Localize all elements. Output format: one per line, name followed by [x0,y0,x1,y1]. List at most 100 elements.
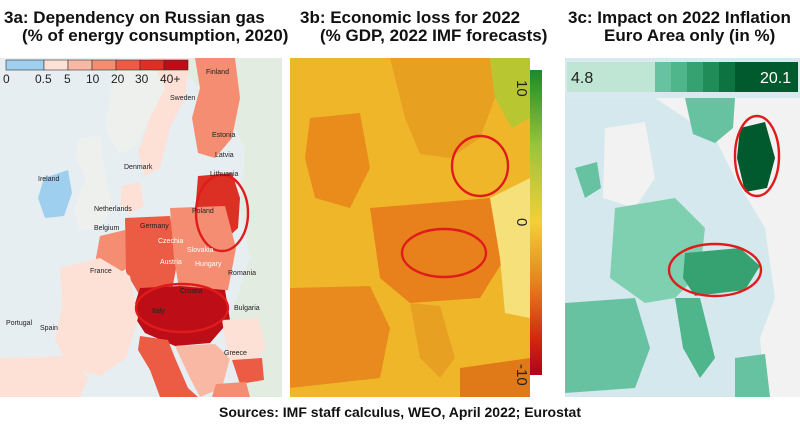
map-gas-dependency: 0 0.5 5 10 20 30 40+ Finland Sweden Esto… [0,58,282,397]
label-germany: Germany [140,223,169,230]
c-central [683,248,760,296]
label-croatia: Croatia [180,288,203,295]
b-turkey [460,358,530,397]
legend-c-swatch-4 [719,62,735,92]
panel-a-subtitle: (% of energy consumption, 2020) [22,26,289,45]
label-france: France [90,268,112,275]
non-eu-land-east [170,58,282,397]
highlight-central-c [667,242,763,298]
label-greece: Greece [224,350,247,357]
legend-c-swatch-3 [703,62,719,92]
legend-a-swatch-6 [163,59,189,71]
label-slovakia: Slovakia [187,247,214,254]
highlight-baltics-a [194,173,250,253]
label-denmark: Denmark [124,164,153,171]
c-iberia [565,298,650,393]
highlight-baltics-b [450,134,510,198]
colorbar-b [530,70,542,375]
legend-a-swatch-5 [139,59,165,71]
italy [138,336,198,397]
ireland [38,170,72,218]
colorbar-tick-mid: 0 [513,218,530,227]
label-spain: Spain [40,325,58,332]
map-c-svg [565,62,800,397]
b-scandinavia [390,58,495,158]
legend-a-tick-0: 0 [3,72,10,86]
c-west-core [610,198,705,303]
legend-c-swatch-1 [671,62,687,92]
label-estonia: Estonia [212,132,236,139]
legend-a-tick-5: 30 [135,72,149,86]
label-latvia: Latvia [215,152,234,159]
c-greece [735,354,770,397]
legend-c-max: 20.1 [760,70,792,87]
uk [74,136,112,230]
central-europe [132,286,230,346]
legend-c-swatch-2 [687,62,703,92]
colorbar-tick-top: 10 [513,80,530,97]
label-bulgaria: Bulgaria [234,305,260,312]
map-economic-loss: 10 0 -10 [290,58,550,397]
romania [222,318,266,364]
panel-b-subtitle: (% GDP, 2022 IMF forecasts) [320,26,548,45]
finland [192,58,240,158]
france [55,258,138,376]
label-austria: Austria [160,259,182,266]
denmark [120,182,144,214]
sweden [138,58,190,176]
b-italy [410,303,455,378]
c-finland [685,98,735,143]
label-poland: Poland [192,208,214,215]
c-baltics [737,122,775,192]
map-b-svg [290,58,542,397]
panel-c-legend [567,62,798,92]
iberia [0,356,88,397]
legend-c-swatch-5 [735,62,798,92]
legend-c-min: 4.8 [571,70,594,87]
b-central [370,198,505,303]
poland [170,206,236,294]
map-a-svg [0,58,282,397]
germany [125,216,178,296]
panel-c-subtitle: Euro Area only (in %) [604,26,776,45]
panel-a-title: 3a: Dependency on Russian gas [4,8,265,27]
legend-a-tick-3: 10 [86,72,100,86]
legend-c-light [567,62,655,92]
legend-c-swatch-0 [655,62,671,92]
b-east [490,178,530,318]
label-ireland: Ireland [38,176,60,183]
label-belgium: Belgium [94,225,120,232]
legend-a-swatch-3 [91,59,117,71]
legend-a-swatch-2 [67,59,93,71]
highlight-baltics-c [733,114,781,198]
label-portugal: Portugal [6,320,33,327]
c-uk [603,122,655,208]
b-russia-north [490,58,530,128]
map-inflation: 4.8 20.1 [565,58,800,397]
source-note: Sources: IMF staff calculus, WEO, April … [218,404,581,420]
b-iberia [290,286,390,388]
highlight-central-b [400,227,488,279]
panel-c-title: 3c: Impact on 2022 Inflation [568,8,791,27]
panel-a-legend [5,59,189,71]
label-finland: Finland [206,69,229,76]
legend-a-tick-1: 0.5 [35,72,52,86]
label-lithuania: Lithuania [210,171,239,178]
label-sweden: Sweden [170,95,196,102]
norway [105,58,175,153]
label-netherlands: Netherlands [94,206,132,213]
balkans [175,344,230,397]
legend-a-tick-4: 20 [111,72,125,86]
legend-a-tick-2: 5 [64,72,71,86]
legend-a-tick-6: 40+ [160,72,181,86]
c-ireland [575,162,601,198]
legend-a-swatch-1 [43,59,69,71]
bulgaria [232,358,264,384]
legend-a-swatch-4 [115,59,141,71]
highlight-central-a [134,282,230,334]
legend-a-swatch-0 [5,59,45,71]
label-czechia: Czechia [158,238,184,245]
panel-b-title: 3b: Economic loss for 2022 [300,8,521,27]
c-italy [675,298,715,378]
colorbar-tick-bottom: -10 [513,364,530,386]
